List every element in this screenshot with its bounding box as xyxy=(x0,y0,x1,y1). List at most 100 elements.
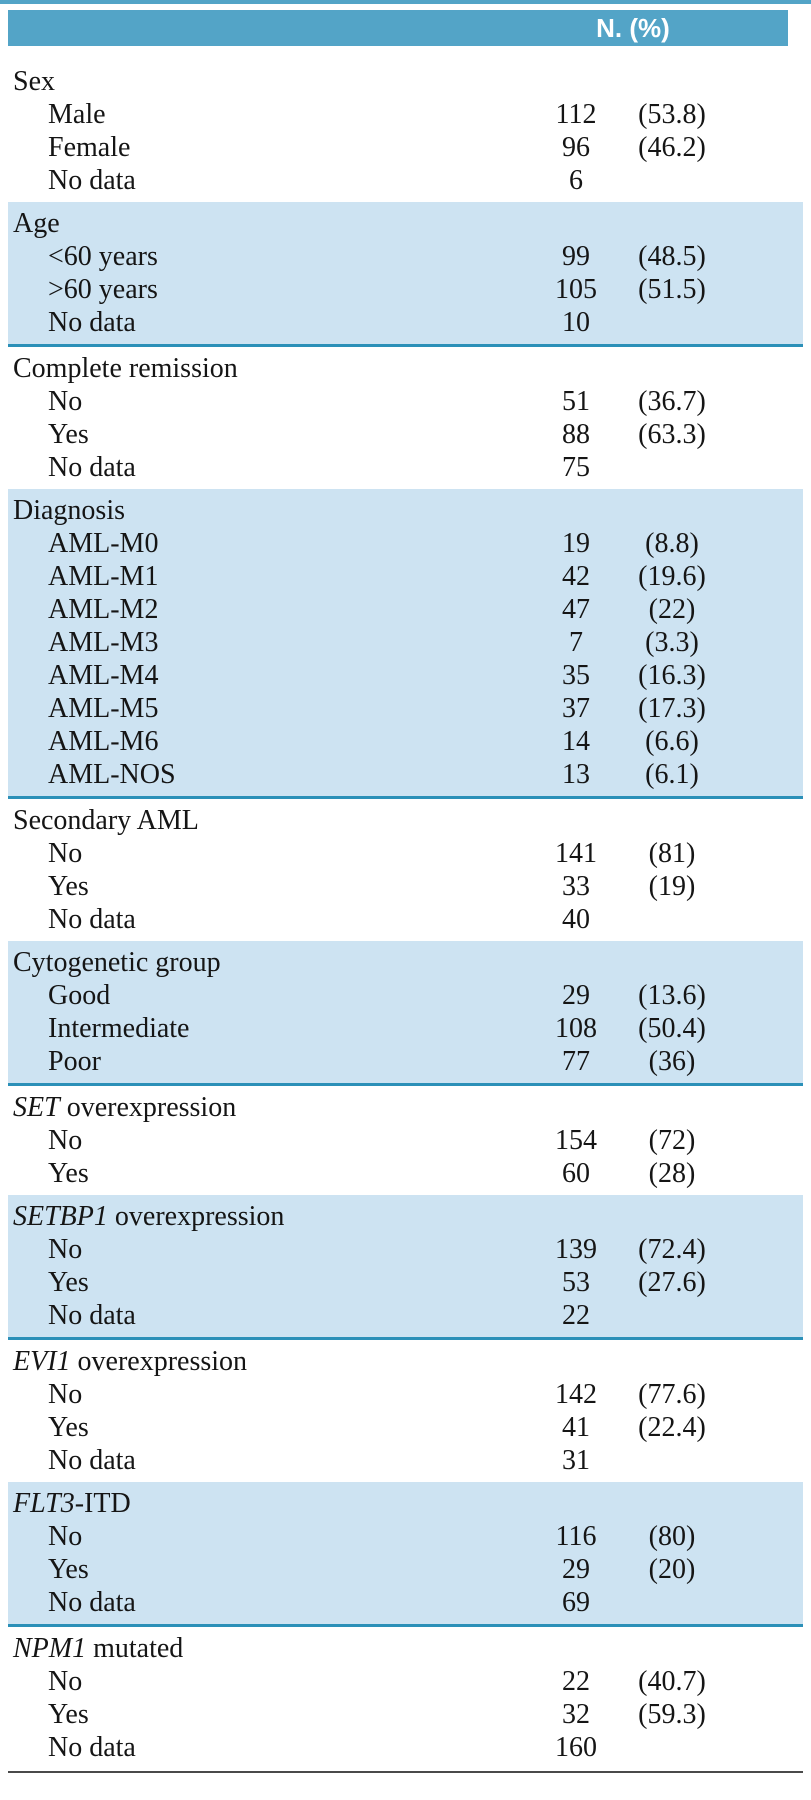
count-cell: 7 xyxy=(569,627,583,658)
percent-cell xyxy=(624,1586,720,1619)
spacer-cell xyxy=(720,207,803,240)
count-cell: 29 xyxy=(562,980,590,1011)
group-row: SETBP1 overexpression xyxy=(8,1200,803,1233)
spacer-cell xyxy=(720,1553,803,1586)
percent-cell: (19) xyxy=(648,871,696,902)
table-row: Good 29 (13.6) xyxy=(8,979,803,1012)
group-row: FLT3-ITD xyxy=(8,1487,803,1520)
count-cell: 14 xyxy=(562,726,590,757)
spacer-cell xyxy=(720,98,803,131)
percent-cell: (6.6) xyxy=(645,726,699,757)
percent-cell: (27.6) xyxy=(638,1267,706,1298)
table-row: No 142 (77.6) xyxy=(8,1378,803,1411)
percent-cell-empty xyxy=(624,1487,720,1520)
row-label: AML-M4 xyxy=(48,660,159,691)
percent-cell xyxy=(624,451,720,484)
table-row: AML-M0 19 (8.8) xyxy=(8,527,803,560)
table-row: AML-NOS 13 (6.1) xyxy=(8,758,803,791)
percent-cell: (46.2) xyxy=(638,132,706,163)
spacer-cell xyxy=(720,1520,803,1553)
row-label: No xyxy=(48,1234,83,1265)
spacer-cell xyxy=(720,1045,803,1078)
table-row: No 22 (40.7) xyxy=(8,1665,803,1698)
percent-cell-empty xyxy=(624,207,720,240)
spacer-cell xyxy=(720,725,803,758)
table-section: Diagnosis AML-M0 19 (8.8) AML-M1 42 (19.… xyxy=(8,489,803,799)
table-row: AML-M4 35 (16.3) xyxy=(8,659,803,692)
group-label: Diagnosis xyxy=(8,494,528,527)
group-label: Complete remission xyxy=(8,352,528,385)
row-label: No xyxy=(48,838,83,869)
table-row: No data 69 xyxy=(8,1586,803,1619)
table-row: No data 160 xyxy=(8,1731,803,1764)
table-row: Yes 32 (59.3) xyxy=(8,1698,803,1731)
count-cell: 75 xyxy=(562,452,590,483)
percent-cell-empty xyxy=(624,65,720,98)
spacer-cell xyxy=(720,946,803,979)
percent-cell: (16.3) xyxy=(638,660,706,691)
spacer-cell xyxy=(720,1731,803,1764)
group-label: FLT3-ITD xyxy=(8,1487,528,1520)
count-cell-empty xyxy=(528,1487,624,1520)
spacer-cell xyxy=(720,692,803,725)
spacer-cell xyxy=(720,385,803,418)
spacer-cell xyxy=(720,1157,803,1190)
table-row: No data 75 xyxy=(8,451,803,484)
table-section: SETBP1 overexpression No 139 (72.4) Yes … xyxy=(8,1195,803,1340)
row-label: Male xyxy=(48,99,106,130)
count-cell-empty xyxy=(528,207,624,240)
row-label: Poor xyxy=(48,1046,101,1077)
spacer-cell xyxy=(720,527,803,560)
table-row: Intermediate 108 (50.4) xyxy=(8,1012,803,1045)
row-label: No xyxy=(48,386,83,417)
spacer-cell xyxy=(720,626,803,659)
count-cell: 112 xyxy=(555,99,597,130)
spacer-cell xyxy=(720,65,803,98)
percent-cell-empty xyxy=(624,352,720,385)
percent-cell: (17.3) xyxy=(638,693,706,724)
row-label: Intermediate xyxy=(48,1013,190,1044)
count-cell: 60 xyxy=(562,1158,590,1189)
percent-cell: (36) xyxy=(648,1046,696,1077)
row-label: No data xyxy=(48,1300,136,1331)
percent-cell: (53.8) xyxy=(638,99,706,130)
spacer-cell xyxy=(720,1233,803,1266)
table-section: Cytogenetic group Good 29 (13.6) Interme… xyxy=(8,941,803,1086)
count-cell: 22 xyxy=(562,1666,590,1697)
spacer-cell xyxy=(720,1124,803,1157)
percent-cell: (22.4) xyxy=(638,1412,706,1443)
spacer-cell xyxy=(720,903,803,936)
group-label-text: Secondary AML xyxy=(13,805,199,836)
percent-cell: (28) xyxy=(648,1158,696,1189)
spacer-cell xyxy=(720,758,803,791)
count-cell: 53 xyxy=(562,1267,590,1298)
table-row: Yes 41 (22.4) xyxy=(8,1411,803,1444)
gene-name: SETBP1 xyxy=(13,1201,108,1232)
table-row: <60 years 99 (48.5) xyxy=(8,240,803,273)
table-row: Yes 33 (19) xyxy=(8,870,803,903)
count-cell: 141 xyxy=(555,838,597,869)
group-label-text: overexpression xyxy=(107,1201,285,1232)
count-cell: 154 xyxy=(555,1125,597,1156)
gene-name: SET xyxy=(13,1092,60,1123)
percent-cell: (51.5) xyxy=(638,274,706,305)
count-cell-empty xyxy=(528,1632,624,1665)
table-section: EVI1 overexpression No 142 (77.6) Yes 41… xyxy=(8,1340,803,1482)
group-label: EVI1 overexpression xyxy=(8,1345,528,1378)
count-cell: 96 xyxy=(562,132,590,163)
count-cell: 160 xyxy=(555,1732,597,1763)
row-label: No xyxy=(48,1379,83,1410)
spacer-cell xyxy=(720,1632,803,1665)
spacer-cell xyxy=(720,352,803,385)
count-cell-empty xyxy=(528,494,624,527)
percent-cell: (59.3) xyxy=(638,1699,706,1730)
count-cell: 108 xyxy=(555,1013,597,1044)
spacer-cell xyxy=(720,1411,803,1444)
table-row: Yes 60 (28) xyxy=(8,1157,803,1190)
table-row: No data 40 xyxy=(8,903,803,936)
count-cell: 69 xyxy=(562,1587,590,1618)
table-row: AML-M2 47 (22) xyxy=(8,593,803,626)
spacer-cell xyxy=(720,451,803,484)
percent-cell: (8.8) xyxy=(645,528,699,559)
top-rule xyxy=(0,0,811,4)
